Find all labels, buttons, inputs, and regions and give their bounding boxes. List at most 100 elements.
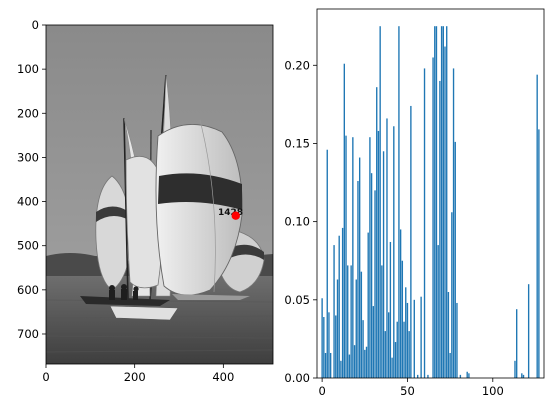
bar-panel: 0 50 100 0.00 0.05 0.10 0.15 0.20 bbox=[284, 8, 545, 398]
bar bbox=[326, 149, 328, 378]
bar bbox=[439, 80, 441, 379]
bar bbox=[360, 271, 363, 378]
bar bbox=[396, 321, 398, 378]
bar bbox=[514, 360, 516, 378]
bar bbox=[341, 227, 344, 378]
bar bbox=[468, 373, 470, 378]
bar bbox=[399, 229, 402, 378]
bar bbox=[398, 26, 400, 378]
bar bbox=[393, 126, 395, 379]
bar bbox=[451, 212, 453, 378]
bar bbox=[355, 279, 357, 378]
bar bbox=[382, 151, 385, 378]
photo-y-tick-label: 600 bbox=[17, 283, 39, 297]
bar bbox=[369, 137, 371, 378]
bar-x-tick-label: 50 bbox=[400, 384, 415, 398]
bar bbox=[389, 241, 392, 378]
bar-y-tick-label: 0.00 bbox=[284, 371, 310, 385]
bar-plot-frame bbox=[316, 8, 545, 379]
bar bbox=[449, 352, 451, 378]
bar bbox=[352, 137, 354, 378]
bar bbox=[417, 374, 419, 378]
bar bbox=[357, 180, 359, 378]
bar bbox=[521, 373, 523, 378]
bar bbox=[367, 232, 369, 378]
bar bbox=[381, 265, 383, 378]
bar bbox=[403, 321, 405, 378]
bar bbox=[394, 342, 397, 378]
bar bbox=[538, 129, 540, 378]
bar bbox=[386, 118, 388, 378]
bar-y-tick-label: 0.10 bbox=[284, 215, 310, 229]
bar bbox=[406, 302, 409, 378]
bar bbox=[384, 331, 386, 378]
photo-y-tick-label: 500 bbox=[17, 239, 39, 253]
bar bbox=[358, 157, 361, 378]
bar-x-tick-label: 0 bbox=[318, 384, 325, 398]
bar bbox=[456, 302, 458, 378]
bar bbox=[379, 26, 381, 378]
bar bbox=[516, 309, 518, 378]
bar bbox=[323, 317, 325, 378]
photo-y-tick-label: 400 bbox=[17, 195, 39, 209]
bar bbox=[437, 245, 439, 378]
bar bbox=[420, 296, 422, 378]
bar bbox=[391, 357, 393, 378]
bar-y-tick-label: 0.20 bbox=[284, 58, 310, 72]
bar bbox=[335, 315, 337, 378]
bar bbox=[338, 235, 340, 378]
bar bbox=[405, 287, 407, 378]
bar bbox=[364, 349, 366, 378]
bar bbox=[446, 26, 448, 378]
bar bbox=[432, 57, 434, 378]
bar bbox=[527, 284, 530, 378]
bar bbox=[401, 260, 404, 378]
bar-x-tick-label: 100 bbox=[482, 384, 504, 398]
bar bbox=[377, 130, 380, 378]
bar bbox=[321, 298, 323, 378]
bar-series bbox=[321, 26, 540, 379]
photo-panel: 1428 0 200 400 0 100 200 300 400 500 600 700 bbox=[17, 18, 274, 384]
photo-x-tick-label: 400 bbox=[212, 370, 234, 384]
bar bbox=[333, 245, 335, 378]
photo-y-tick-label: 100 bbox=[17, 62, 39, 76]
bar-y-tick-label: 0.05 bbox=[284, 293, 310, 307]
bar bbox=[452, 68, 455, 379]
photo-y-axis: 0 100 200 300 400 500 600 700 bbox=[17, 18, 46, 341]
bar bbox=[362, 320, 364, 378]
bar bbox=[324, 352, 327, 378]
bar bbox=[353, 345, 356, 378]
bar bbox=[423, 68, 426, 379]
bar bbox=[442, 26, 444, 378]
bar bbox=[440, 26, 443, 378]
bar bbox=[329, 352, 332, 378]
bar bbox=[388, 312, 390, 378]
bar bbox=[522, 374, 525, 378]
photo-x-axis: 0 200 400 bbox=[42, 364, 234, 384]
bar bbox=[454, 141, 456, 378]
bar bbox=[328, 312, 330, 378]
photo-frame bbox=[45, 24, 274, 365]
sailboat-photo: 1428 bbox=[46, 25, 273, 364]
photo-x-tick-label: 0 bbox=[42, 370, 49, 384]
bar bbox=[345, 135, 347, 378]
bar bbox=[427, 374, 429, 378]
svg-text:1428: 1428 bbox=[218, 208, 243, 218]
bar bbox=[350, 265, 352, 378]
bar bbox=[466, 371, 468, 378]
bar bbox=[459, 374, 462, 378]
bar bbox=[370, 173, 373, 378]
bar bbox=[435, 26, 438, 378]
bar-y-axis: 0.00 0.05 0.10 0.15 0.20 bbox=[284, 58, 317, 385]
photo-y-tick-label: 300 bbox=[17, 150, 39, 164]
bar bbox=[348, 354, 351, 378]
bar bbox=[536, 74, 538, 379]
bar bbox=[374, 190, 376, 378]
bar bbox=[410, 105, 412, 378]
photo-y-tick-label: 700 bbox=[17, 327, 39, 341]
bar-y-tick-label: 0.15 bbox=[284, 136, 310, 150]
bar bbox=[447, 292, 450, 378]
bar bbox=[372, 306, 375, 378]
marker-point bbox=[231, 211, 240, 220]
